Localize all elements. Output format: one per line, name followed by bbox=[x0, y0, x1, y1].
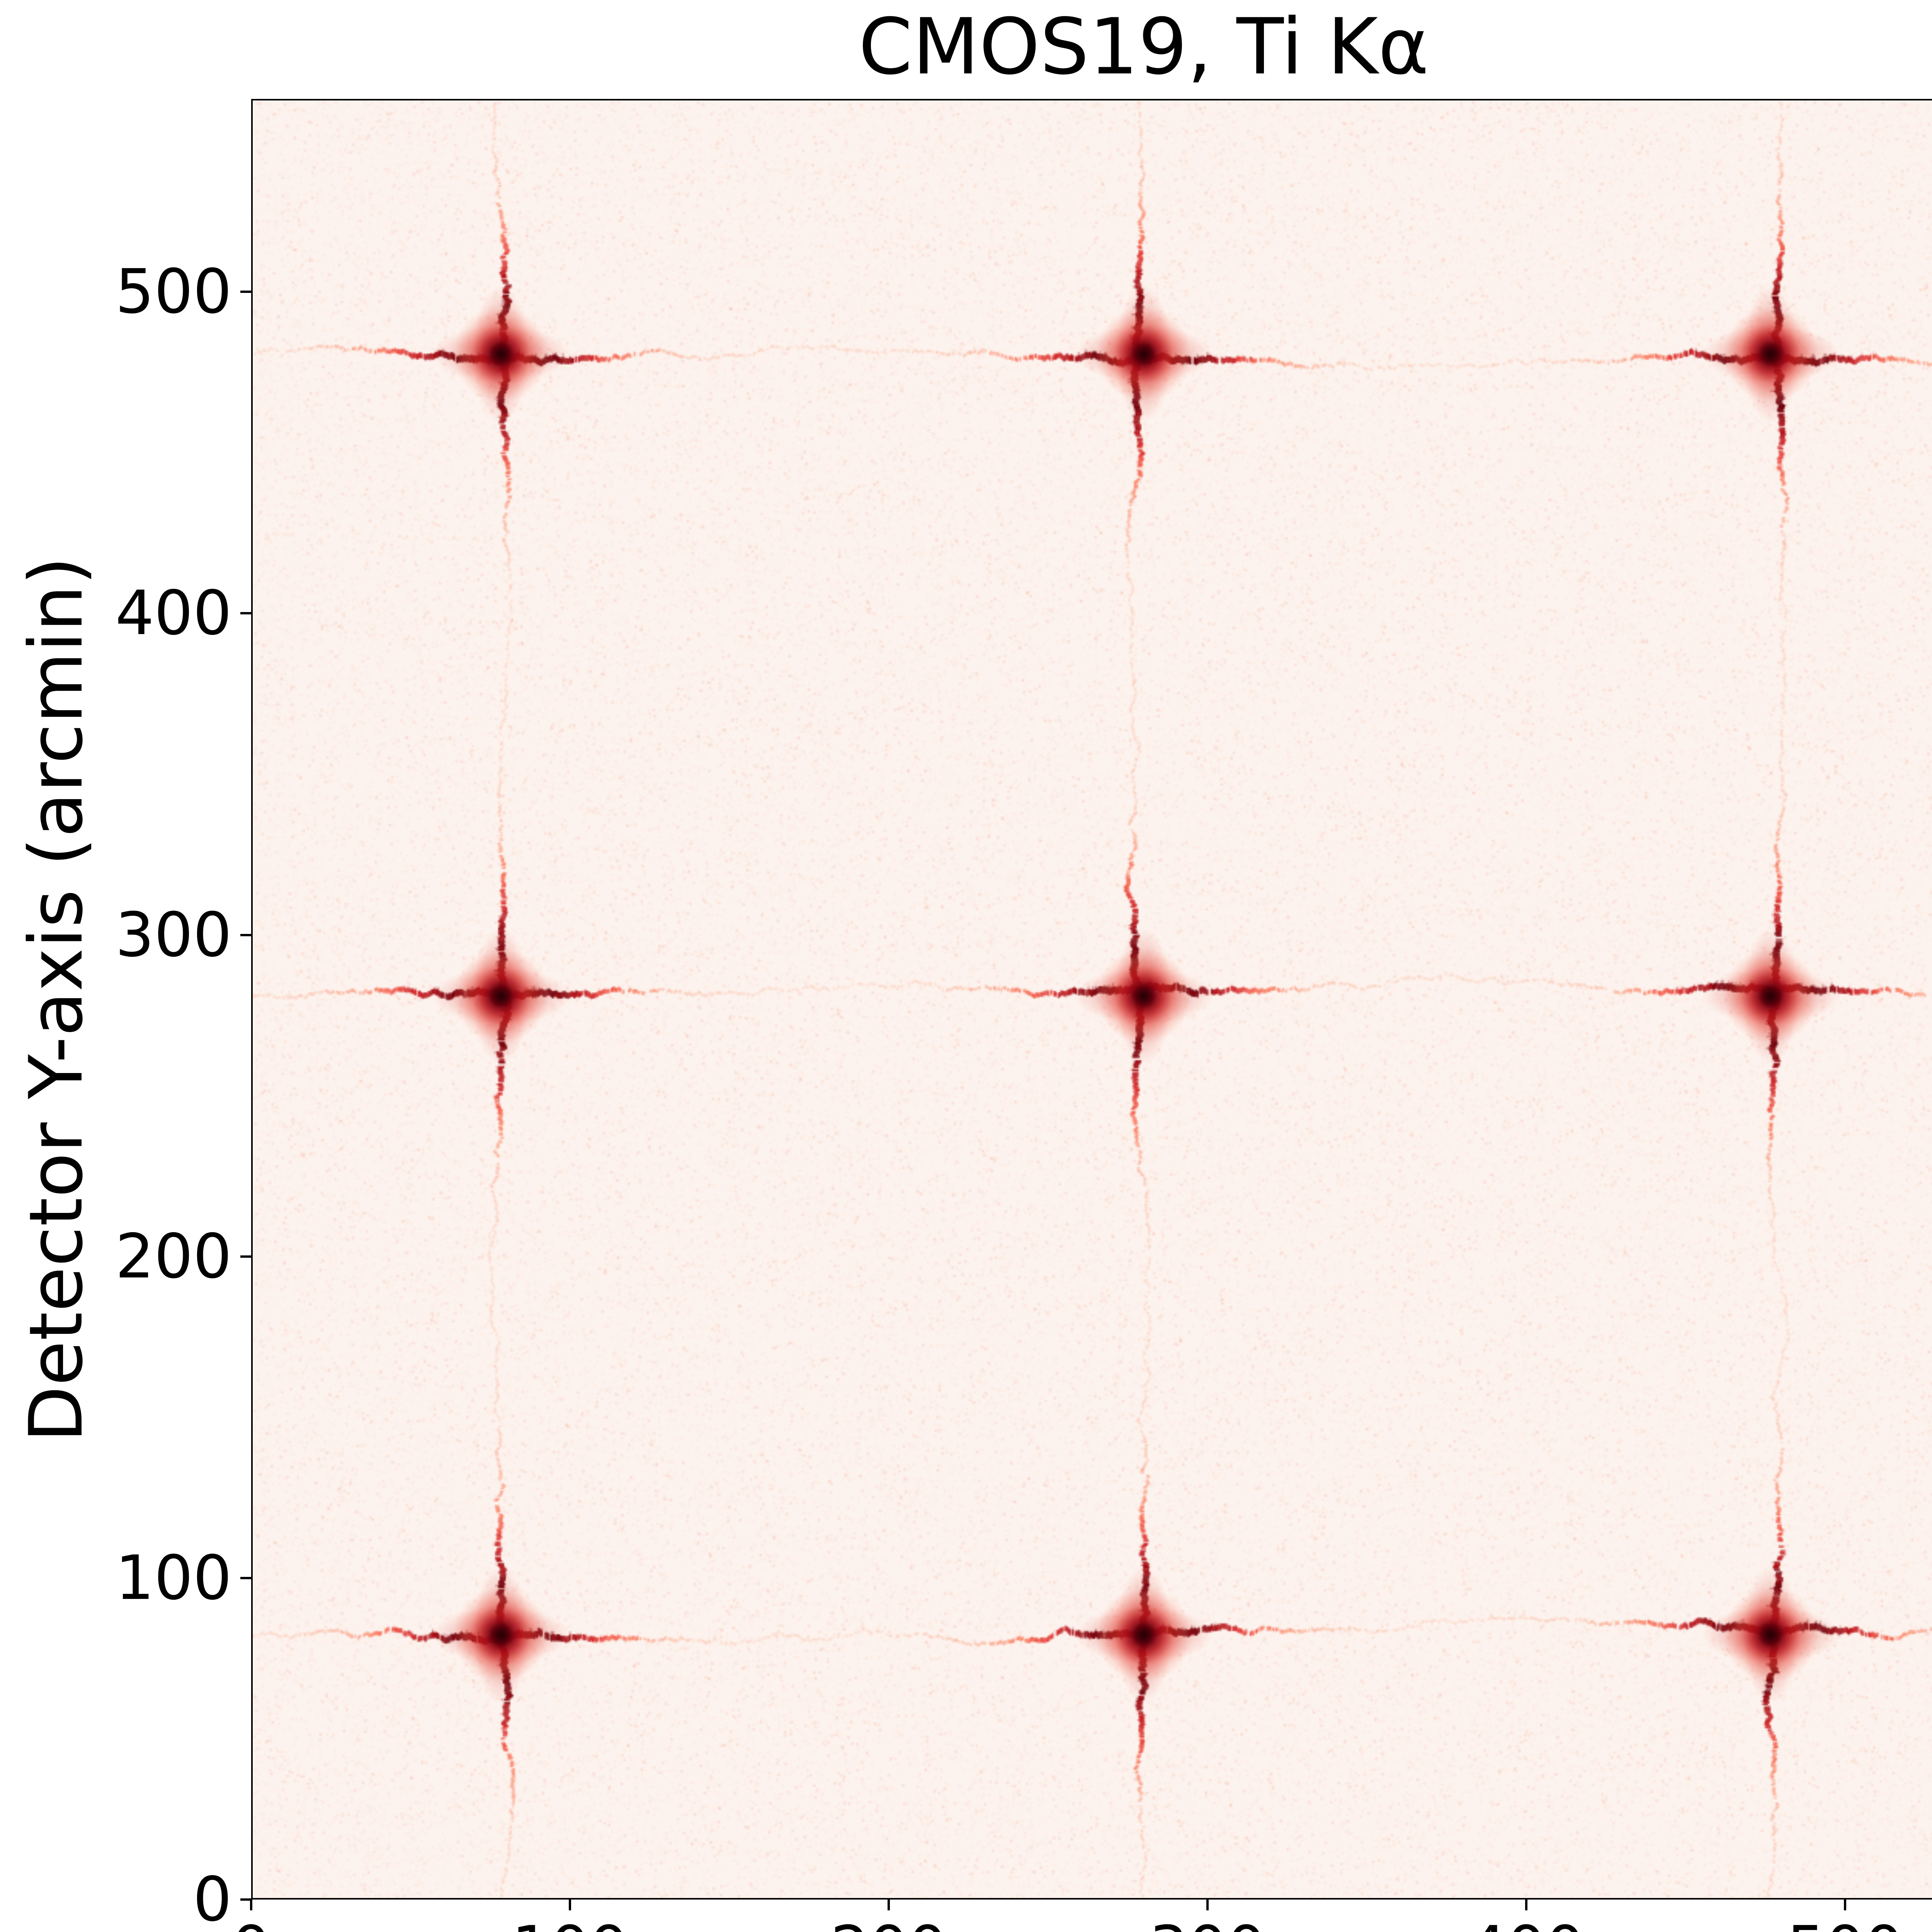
x-tick-label: 300 bbox=[1111, 1916, 1304, 1932]
x-tick-mark bbox=[1844, 1900, 1846, 1910]
x-tick-mark bbox=[250, 1900, 252, 1910]
x-tick-label: 100 bbox=[473, 1916, 667, 1932]
plot-title: CMOS19, Ti Kα bbox=[858, 2, 1429, 92]
x-tick-mark bbox=[569, 1900, 571, 1910]
x-tick-label: 400 bbox=[1430, 1916, 1623, 1932]
y-tick-mark bbox=[240, 291, 251, 293]
y-tick-mark bbox=[240, 1898, 251, 1901]
x-tick-label: 0 bbox=[155, 1916, 348, 1932]
y-axis-label-wrap: Detector Y-axis (arcmin) bbox=[12, 99, 100, 1900]
y-axis-label: Detector Y-axis (arcmin) bbox=[13, 556, 99, 1442]
x-tick-label: 200 bbox=[792, 1916, 985, 1932]
x-tick-mark bbox=[1206, 1900, 1209, 1910]
x-tick-mark bbox=[888, 1900, 890, 1910]
plot-canvas bbox=[253, 100, 1932, 1898]
y-tick-mark bbox=[240, 1577, 251, 1579]
y-tick-mark bbox=[240, 934, 251, 936]
x-tick-mark bbox=[1525, 1900, 1527, 1910]
y-tick-mark bbox=[240, 1255, 251, 1258]
y-tick-mark bbox=[240, 612, 251, 615]
plot-area bbox=[251, 99, 1932, 1900]
x-tick-label: 500 bbox=[1748, 1916, 1932, 1932]
